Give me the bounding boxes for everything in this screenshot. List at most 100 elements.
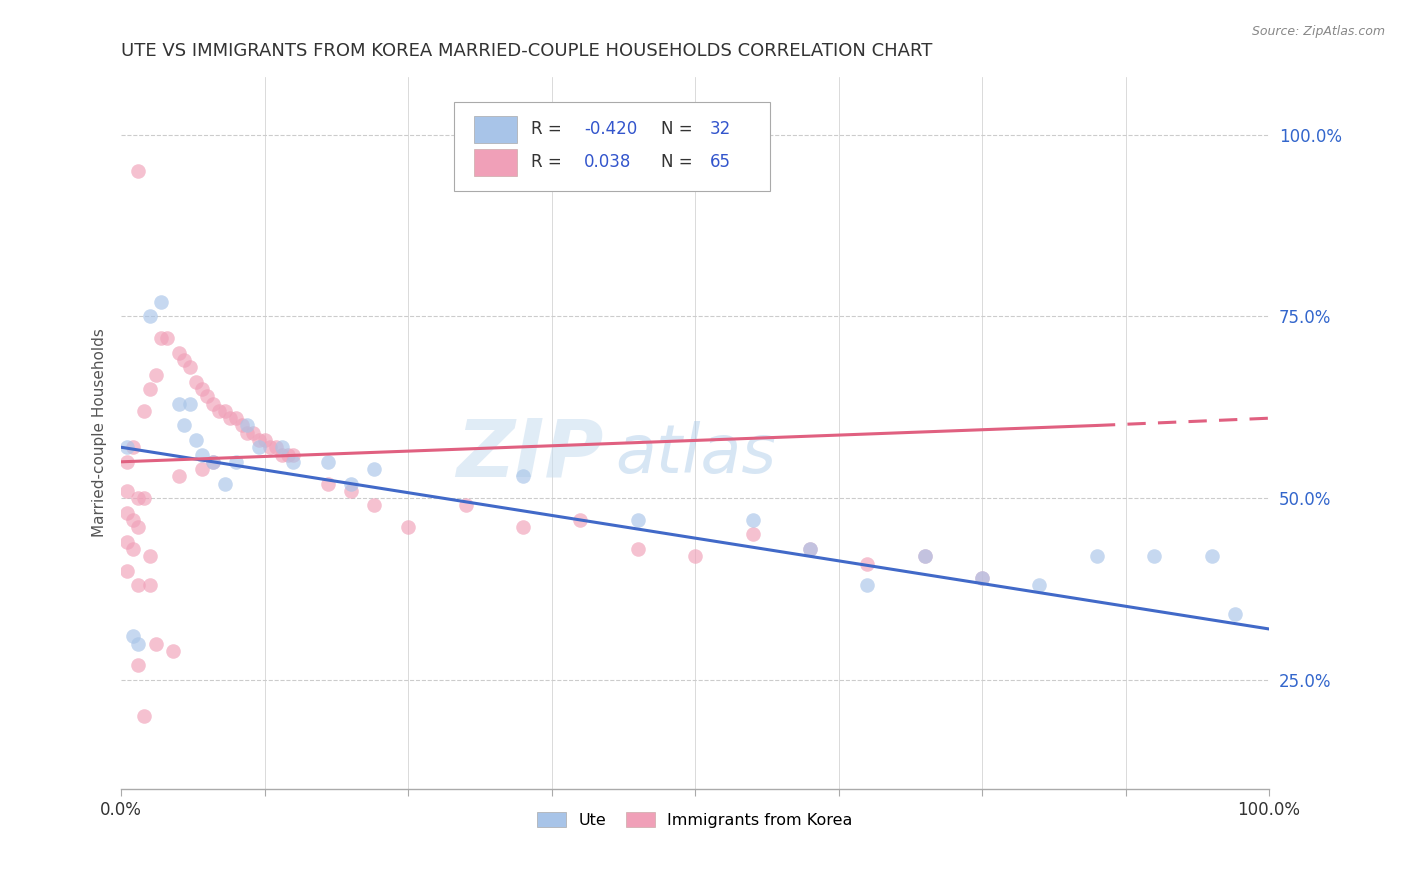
Point bbox=[127, 658, 149, 673]
Point bbox=[139, 549, 162, 564]
Point bbox=[236, 418, 259, 433]
Point bbox=[127, 491, 149, 505]
Point bbox=[236, 425, 259, 440]
Point bbox=[253, 433, 276, 447]
Point bbox=[208, 404, 231, 418]
Text: -0.420: -0.420 bbox=[583, 120, 637, 137]
Point bbox=[202, 397, 225, 411]
Point bbox=[231, 418, 253, 433]
Point bbox=[202, 455, 225, 469]
Point bbox=[277, 448, 299, 462]
Point bbox=[271, 440, 294, 454]
Point bbox=[150, 331, 173, 345]
Point bbox=[914, 549, 936, 564]
Point bbox=[799, 541, 821, 556]
Point bbox=[167, 397, 190, 411]
Text: R =: R = bbox=[531, 153, 562, 171]
Point bbox=[202, 455, 225, 469]
Point bbox=[316, 476, 339, 491]
Point bbox=[115, 506, 138, 520]
Point bbox=[264, 440, 287, 454]
Point bbox=[121, 629, 143, 643]
Point bbox=[219, 411, 242, 425]
Point bbox=[179, 397, 201, 411]
Bar bbox=[474, 149, 517, 177]
Point bbox=[225, 411, 247, 425]
Point bbox=[190, 382, 212, 396]
Text: N =: N = bbox=[661, 153, 692, 171]
Point bbox=[167, 469, 190, 483]
Point bbox=[1143, 549, 1166, 564]
Point bbox=[1201, 549, 1223, 564]
Point bbox=[1223, 607, 1246, 622]
Point bbox=[339, 476, 361, 491]
Point bbox=[741, 513, 763, 527]
Text: 65: 65 bbox=[710, 153, 731, 171]
Point bbox=[627, 541, 650, 556]
Point bbox=[121, 440, 143, 454]
Point bbox=[127, 164, 149, 178]
Point bbox=[914, 549, 936, 564]
Bar bbox=[474, 116, 517, 143]
Point bbox=[184, 375, 207, 389]
Point bbox=[569, 513, 592, 527]
Legend: Ute, Immigrants from Korea: Ute, Immigrants from Korea bbox=[531, 805, 859, 834]
Point bbox=[627, 513, 650, 527]
Text: UTE VS IMMIGRANTS FROM KOREA MARRIED-COUPLE HOUSEHOLDS CORRELATION CHART: UTE VS IMMIGRANTS FROM KOREA MARRIED-COU… bbox=[121, 42, 932, 60]
Point bbox=[115, 483, 138, 498]
Point bbox=[1085, 549, 1108, 564]
Point bbox=[242, 425, 264, 440]
Point bbox=[150, 294, 173, 309]
Point bbox=[683, 549, 706, 564]
Point bbox=[396, 520, 419, 534]
Text: atlas: atlas bbox=[614, 421, 776, 487]
Point bbox=[167, 345, 190, 359]
Point bbox=[115, 440, 138, 454]
Point bbox=[121, 513, 143, 527]
Point bbox=[139, 382, 162, 396]
Point bbox=[134, 491, 156, 505]
Point bbox=[190, 462, 212, 476]
Point bbox=[247, 440, 270, 454]
Point bbox=[316, 455, 339, 469]
Point bbox=[173, 418, 195, 433]
Point bbox=[283, 455, 305, 469]
Point bbox=[173, 353, 195, 368]
Text: ZIP: ZIP bbox=[456, 415, 603, 493]
Point bbox=[363, 499, 385, 513]
Point bbox=[741, 527, 763, 541]
Point bbox=[856, 557, 879, 571]
Point bbox=[190, 448, 212, 462]
Point bbox=[115, 534, 138, 549]
Point bbox=[214, 476, 236, 491]
Point bbox=[162, 644, 184, 658]
Point bbox=[972, 571, 994, 585]
Point bbox=[134, 709, 156, 723]
Point bbox=[115, 455, 138, 469]
Point bbox=[339, 483, 361, 498]
Point bbox=[214, 404, 236, 418]
Point bbox=[121, 541, 143, 556]
Point bbox=[271, 448, 294, 462]
Point bbox=[856, 578, 879, 592]
Point bbox=[184, 433, 207, 447]
FancyBboxPatch shape bbox=[454, 102, 769, 191]
Text: Source: ZipAtlas.com: Source: ZipAtlas.com bbox=[1251, 25, 1385, 38]
Text: R =: R = bbox=[531, 120, 562, 137]
Point bbox=[127, 578, 149, 592]
Point bbox=[139, 578, 162, 592]
Point bbox=[145, 636, 167, 650]
Point bbox=[127, 520, 149, 534]
Point bbox=[134, 404, 156, 418]
Point bbox=[799, 541, 821, 556]
Point bbox=[259, 440, 281, 454]
Text: 0.038: 0.038 bbox=[583, 153, 631, 171]
Point bbox=[195, 389, 218, 403]
Point bbox=[145, 368, 167, 382]
Text: N =: N = bbox=[661, 120, 692, 137]
Point bbox=[283, 448, 305, 462]
Text: 32: 32 bbox=[710, 120, 731, 137]
Point bbox=[363, 462, 385, 476]
Point bbox=[156, 331, 179, 345]
Point bbox=[512, 520, 534, 534]
